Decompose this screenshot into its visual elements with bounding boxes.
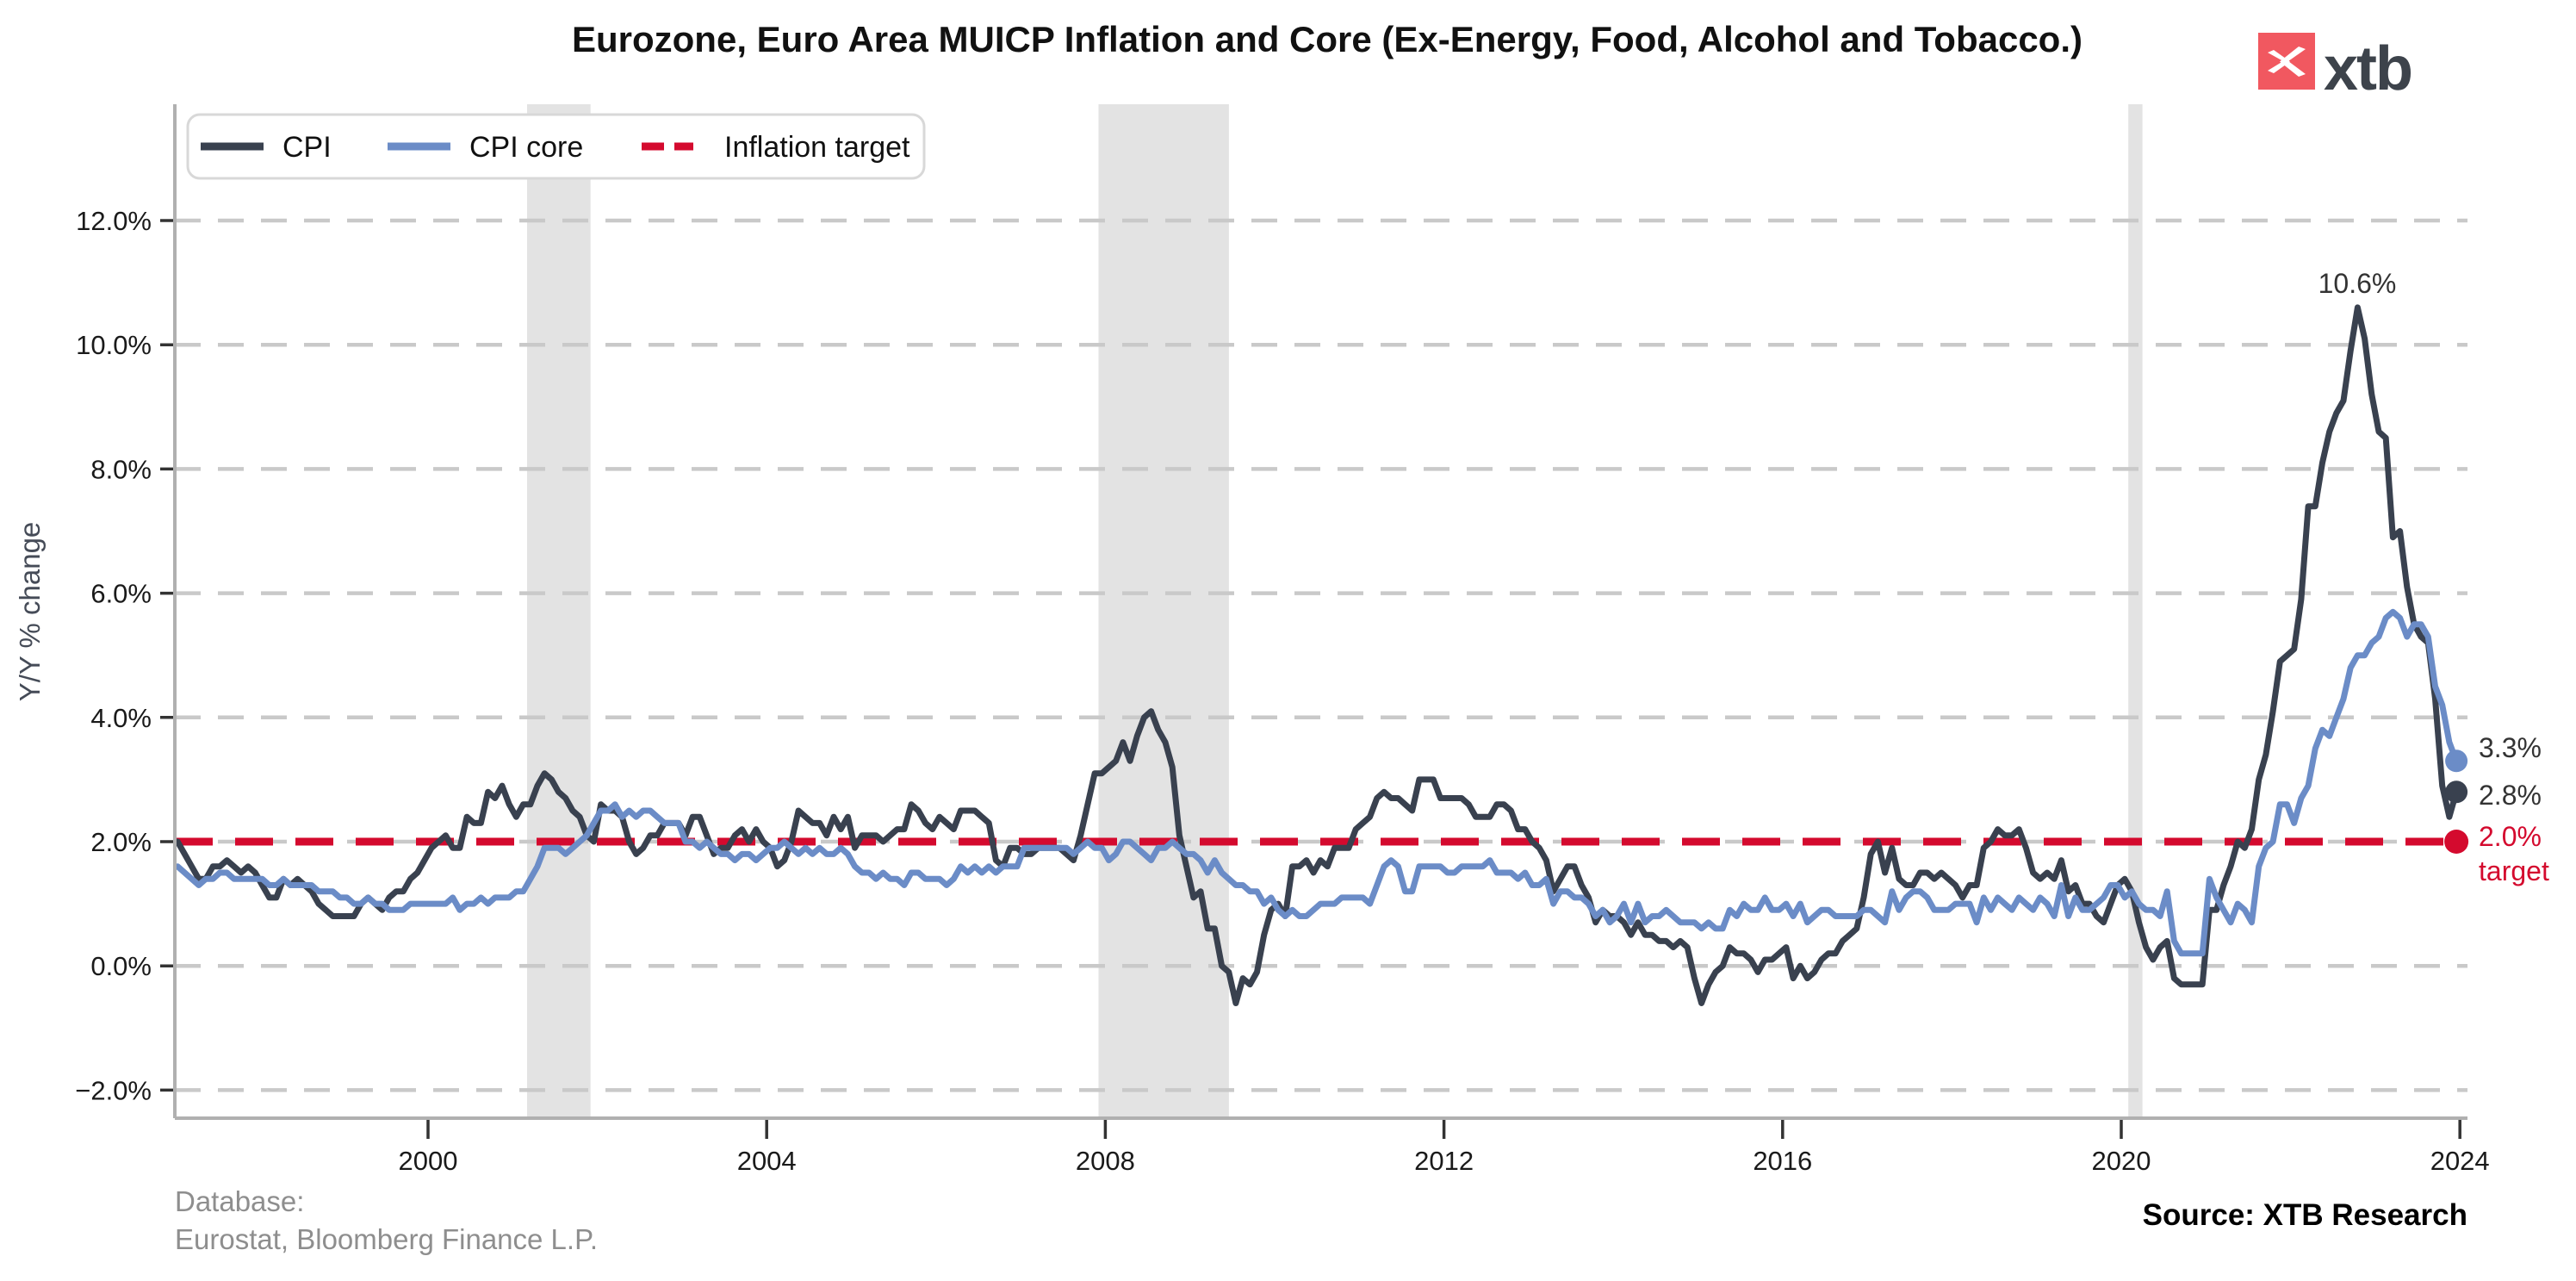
y-tick-label: 8.0% — [90, 454, 152, 484]
cpi-legend-label: CPI — [282, 131, 332, 164]
axes-layer: 12.0% 10.0% 8.0% 6.0% 4.0% 2.0% 0.0% −2.0% 2000 2… — [75, 206, 2489, 1176]
recession-band — [1098, 104, 1229, 1118]
y-tick-label: 2.0% — [90, 827, 152, 857]
cpi-core-legend-label: CPI core — [469, 131, 583, 164]
database-sources: Eurostat, Bloomberg Finance L.P. — [175, 1223, 598, 1255]
gridlines-layer — [175, 218, 2467, 1092]
recession-bands-layer — [527, 104, 2143, 1118]
y-axis-label: Y/Y % change — [14, 522, 46, 702]
core-end-annotation: 3.3% — [2479, 732, 2542, 763]
y-tick-label: −2.0% — [75, 1075, 152, 1105]
xtb-logo-text: xtb — [2324, 34, 2412, 103]
end-dot-cpi — [2445, 780, 2468, 804]
target-value-annotation: 2.0% — [2479, 821, 2542, 852]
series-line-cpi — [174, 304, 2460, 1006]
y-tick-label: 10.0% — [76, 330, 152, 360]
y-tick-label: 4.0% — [90, 703, 152, 733]
recession-band — [527, 104, 591, 1118]
series-line-cpi-core — [174, 608, 2460, 957]
recession-band — [2128, 104, 2143, 1118]
x-tick-label: 2012 — [1414, 1146, 1474, 1176]
y-tick-label: 12.0% — [76, 206, 152, 236]
inflation-target-legend-label: Inflation target — [724, 131, 910, 164]
target-end-dot — [2444, 830, 2469, 854]
x-tick-label: 2000 — [399, 1146, 458, 1176]
data-series-layer — [174, 304, 2460, 1006]
x-tick-label: 2004 — [737, 1146, 797, 1176]
x-tick-label: 2008 — [1076, 1146, 1135, 1176]
y-tick-label: 0.0% — [90, 951, 152, 981]
cpi-end-annotation: 2.8% — [2479, 780, 2542, 811]
database-label: Database: — [175, 1185, 304, 1217]
x-tick-label: 2024 — [2430, 1146, 2490, 1176]
x-tick-label: 2016 — [1753, 1146, 1812, 1176]
chart-title: Eurozone, Euro Area MUICP Inflation and … — [572, 19, 2083, 59]
xtb-logo: xtb — [2258, 33, 2413, 103]
xtb-x-icon — [2268, 47, 2306, 77]
end-point-dots-layer — [2444, 749, 2469, 854]
x-tick-label: 2020 — [2092, 1146, 2151, 1176]
legend: CPI CPI core Inflation target — [186, 113, 926, 180]
peak-annotation: 10.6% — [2318, 268, 2397, 299]
y-tick-label: 6.0% — [90, 579, 152, 609]
target-word-annotation: target — [2479, 855, 2549, 886]
source-note: Source: XTB Research — [2143, 1198, 2467, 1232]
legend-box — [186, 113, 926, 180]
end-dot-cpi-core — [2445, 749, 2468, 773]
